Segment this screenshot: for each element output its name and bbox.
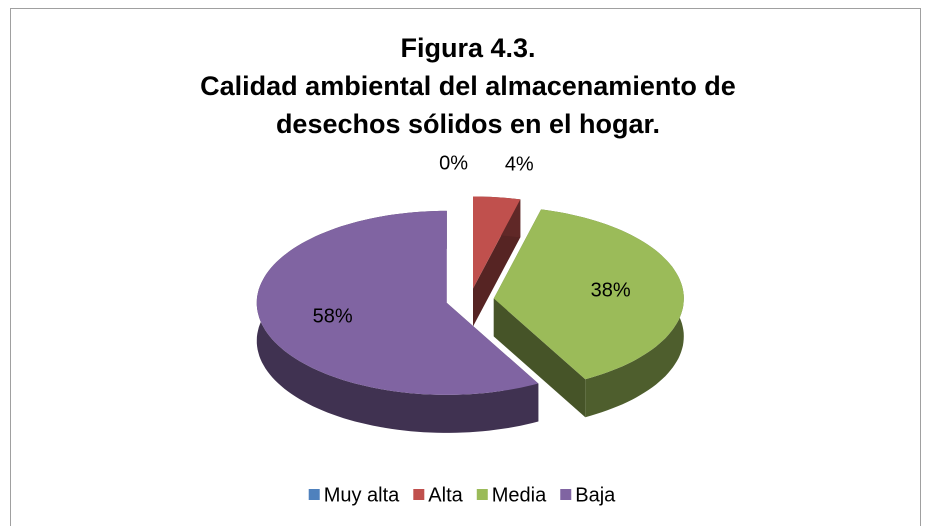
chart-frame bbox=[10, 8, 921, 526]
legend-label: Baja bbox=[575, 484, 616, 506]
legend-swatch bbox=[560, 489, 572, 500]
legend-swatch bbox=[476, 489, 488, 500]
legend-label: Muy alta bbox=[324, 484, 400, 506]
slice bbox=[256, 210, 539, 395]
data-label: 58% bbox=[313, 305, 353, 327]
chart-title: Figura 4.3. bbox=[400, 33, 535, 63]
chart-title: desechos sólidos en el hogar. bbox=[276, 109, 660, 139]
legend-swatch bbox=[308, 489, 320, 500]
data-label: 4% bbox=[505, 154, 534, 176]
data-label: 38% bbox=[591, 280, 631, 302]
legend-swatch bbox=[413, 489, 425, 500]
slice bbox=[473, 196, 521, 289]
chart-title: Calidad ambiental del almacenamiento de bbox=[200, 71, 736, 101]
legend-label: Media bbox=[492, 484, 547, 506]
legend-label: Alta bbox=[428, 484, 463, 506]
slice-wall bbox=[493, 298, 586, 418]
slice bbox=[493, 209, 684, 380]
data-label: 0% bbox=[439, 152, 468, 174]
